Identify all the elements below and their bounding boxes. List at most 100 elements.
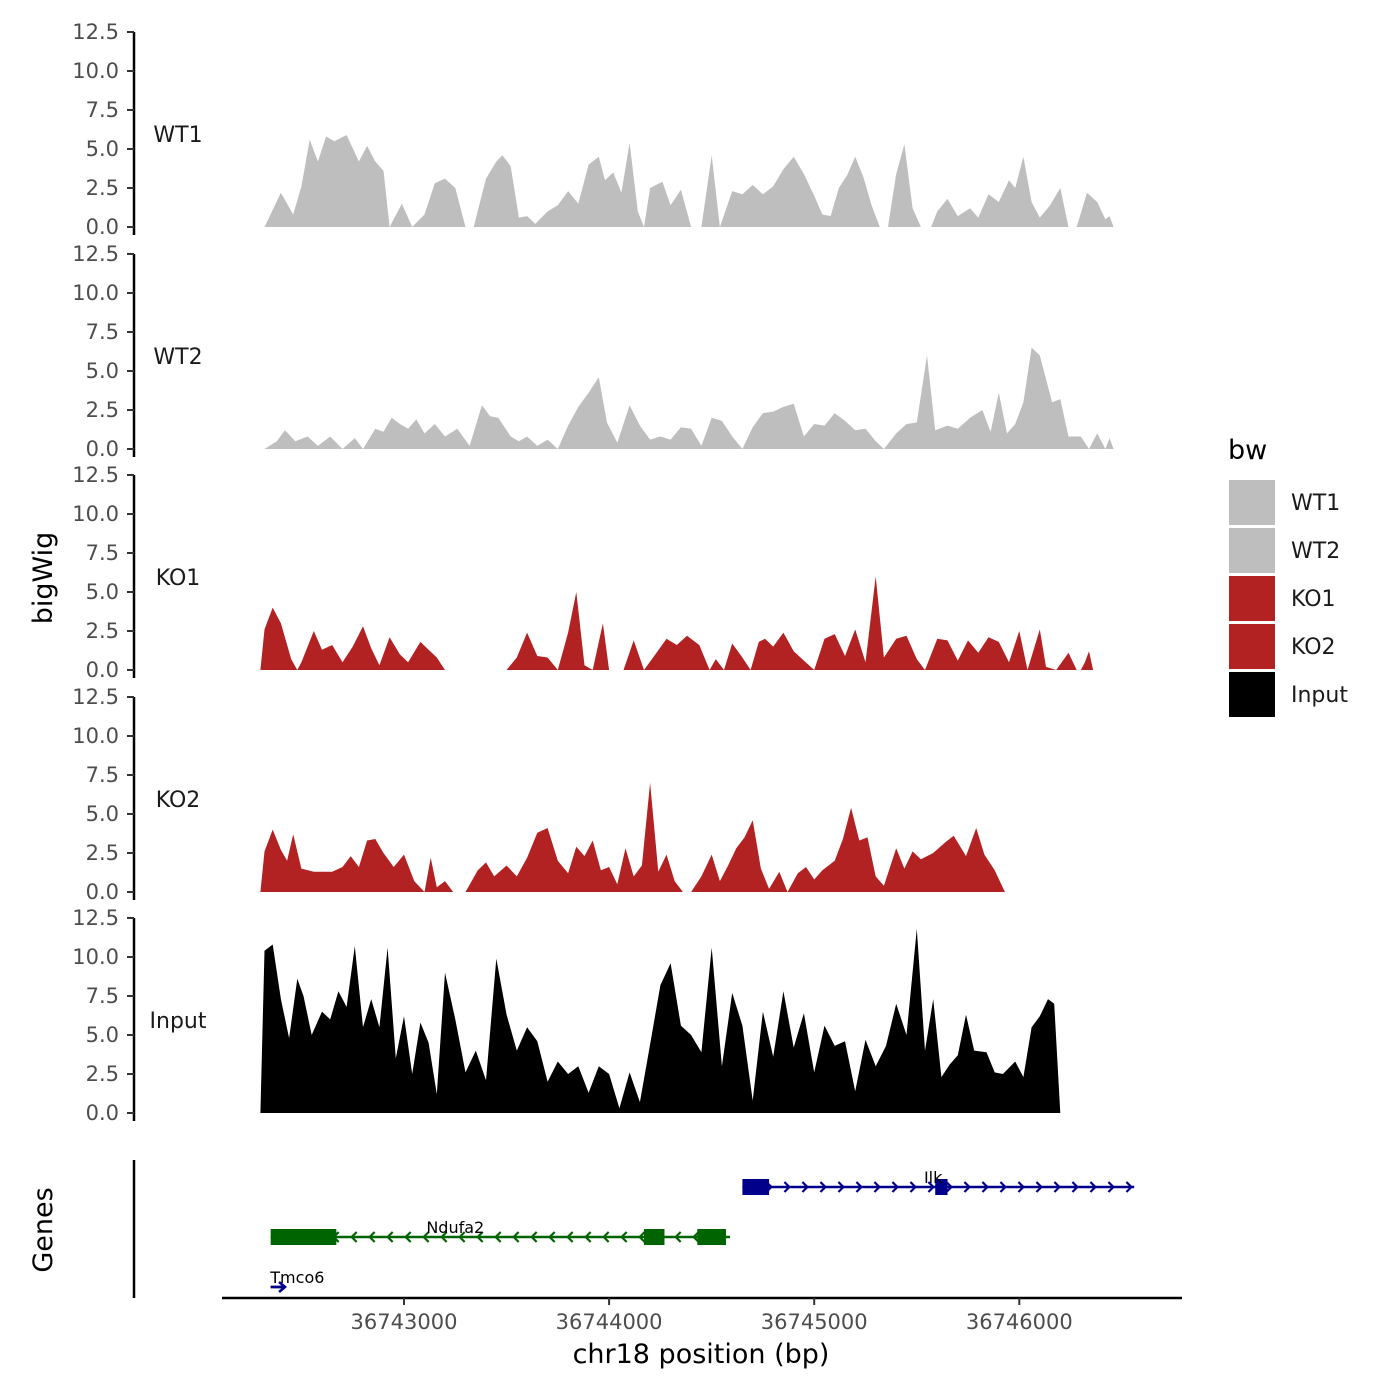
- x-tick-label: 36744000: [556, 1310, 663, 1334]
- y-tick-label: 12.5: [72, 20, 119, 44]
- y-tick-label: 12.5: [72, 463, 119, 487]
- y-tick-label: 0.0: [86, 880, 119, 904]
- legend-label-wt2: WT2: [1291, 539, 1340, 564]
- exon: [270, 1229, 337, 1245]
- gene-ndufa2: Ndufa2: [270, 1218, 731, 1245]
- legend-label-ko2: KO2: [1291, 635, 1336, 660]
- y-tick-label: 0.0: [86, 658, 119, 682]
- legend-key-wt1: [1229, 480, 1275, 525]
- track-area-wt2: [264, 347, 1114, 449]
- legend-label-input: Input: [1291, 683, 1348, 708]
- track-label-ko2: KO2: [156, 788, 201, 813]
- strand-arrow: [674, 1231, 682, 1243]
- exon: [935, 1179, 948, 1195]
- strand-arrow: [458, 1231, 466, 1243]
- strand-arrow: [440, 1231, 448, 1243]
- y-tick-label: 0.0: [86, 1101, 119, 1125]
- strand-arrow: [584, 1231, 592, 1243]
- strand-arrow: [855, 1181, 863, 1193]
- legend: bw WT1 WT2 KO1 KO2 Input: [1228, 435, 1348, 717]
- strand-arrow: [819, 1181, 827, 1193]
- strand-arrow: [638, 1231, 646, 1243]
- track-label-wt2: WT2: [153, 345, 202, 370]
- strand-arrow: [422, 1231, 430, 1243]
- x-tick-label: 36743000: [351, 1310, 458, 1334]
- strand-arrow: [530, 1231, 538, 1243]
- strand-arrow: [783, 1181, 791, 1193]
- strand-arrow: [927, 1181, 935, 1193]
- y-tick-label: 10.0: [72, 724, 119, 748]
- strand-arrow: [1089, 1181, 1097, 1193]
- exon: [697, 1229, 727, 1245]
- gene-label-ndufa2: Ndufa2: [426, 1218, 484, 1237]
- strand-arrow: [1125, 1181, 1133, 1193]
- track-area-wt1: [264, 135, 1114, 227]
- legend-key-ko1: [1229, 576, 1275, 621]
- genes-axis-title: Genes: [28, 1187, 59, 1272]
- y-tick-label: 12.5: [72, 242, 119, 266]
- strand-arrow: [548, 1231, 556, 1243]
- strand-arrow: [404, 1231, 412, 1243]
- strand-arrow: [873, 1181, 881, 1193]
- strand-arrow: [999, 1181, 1007, 1193]
- y-tick-label: 7.5: [86, 984, 119, 1008]
- strand-arrow: [981, 1181, 989, 1193]
- track-area-input: [260, 928, 1061, 1113]
- y-axis-title: bigWig: [28, 532, 59, 625]
- y-tick-label: 10.0: [72, 59, 119, 83]
- y-tick-label: 2.5: [86, 619, 119, 643]
- y-tick-label: 5.0: [86, 580, 119, 604]
- x-axis-title: chr18 position (bp): [573, 1339, 830, 1370]
- y-tick-label: 10.0: [72, 281, 119, 305]
- gene-tmco6: Tmco6: [269, 1268, 324, 1293]
- y-tick-label: 5.0: [86, 1023, 119, 1047]
- genes-panel: Ilk Ndufa2 Tmco6 36743000 36744000 36745000 36…: [132, 1160, 1182, 1334]
- y-tick-label: 12.5: [72, 906, 119, 930]
- track-ko2: 0.0 2.5 5.0 7.5 10.0 12.5 KO2: [72, 685, 1020, 904]
- exon: [643, 1229, 665, 1245]
- x-tick-label: 36746000: [966, 1310, 1073, 1334]
- y-tick-label: 5.0: [86, 137, 119, 161]
- strand-arrow: [692, 1231, 700, 1243]
- bigwig-tracks: 0.0 2.5 5.0 7.5 10.0 12.5 WT1 0.0 2.5 5.0 7.5 10.0 1…: [72, 20, 1114, 1125]
- track-ko1: 0.0 2.5 5.0 7.5 10.0 12.5 KO1: [72, 463, 1094, 682]
- y-tick-label: 10.0: [72, 945, 119, 969]
- strand-arrow: [270, 1281, 287, 1293]
- legend-key-input: [1229, 672, 1275, 717]
- y-tick-label: 7.5: [86, 541, 119, 565]
- x-tick-label: 36745000: [761, 1310, 868, 1334]
- track-wt2: 0.0 2.5 5.0 7.5 10.0 12.5 WT2: [72, 242, 1114, 461]
- y-tick-label: 7.5: [86, 763, 119, 787]
- legend-key-ko2: [1229, 624, 1275, 669]
- gene-label-tmco6: Tmco6: [269, 1268, 324, 1287]
- strand-arrow: [386, 1231, 394, 1243]
- track-label-wt1: WT1: [153, 123, 202, 148]
- strand-arrow: [1035, 1181, 1043, 1193]
- track-area-ko1: [260, 576, 1094, 670]
- strand-arrow: [368, 1231, 376, 1243]
- strand-arrow: [620, 1231, 628, 1243]
- legend-label-wt1: WT1: [1291, 491, 1340, 516]
- gene-label-ilk: Ilk: [924, 1168, 943, 1187]
- strand-arrow: [909, 1181, 917, 1193]
- y-tick-label: 12.5: [72, 685, 119, 709]
- y-tick-label: 10.0: [72, 502, 119, 526]
- y-tick-label: 5.0: [86, 802, 119, 826]
- strand-arrow: [945, 1181, 953, 1193]
- strand-arrow: [494, 1231, 502, 1243]
- track-label-ko1: KO1: [156, 566, 201, 591]
- strand-arrow: [512, 1231, 520, 1243]
- strand-arrow: [801, 1181, 809, 1193]
- strand-arrow: [837, 1181, 845, 1193]
- y-tick-label: 0.0: [86, 215, 119, 239]
- strand-arrow: [350, 1231, 358, 1243]
- strand-arrow: [1107, 1181, 1115, 1193]
- exon: [742, 1179, 770, 1195]
- y-tick-label: 2.5: [86, 176, 119, 200]
- track-input: 0.0 2.5 5.0 7.5 10.0 12.5 Input: [72, 906, 1061, 1125]
- strand-arrow: [1053, 1181, 1061, 1193]
- y-tick-label: 7.5: [86, 320, 119, 344]
- strand-arrow: [1071, 1181, 1079, 1193]
